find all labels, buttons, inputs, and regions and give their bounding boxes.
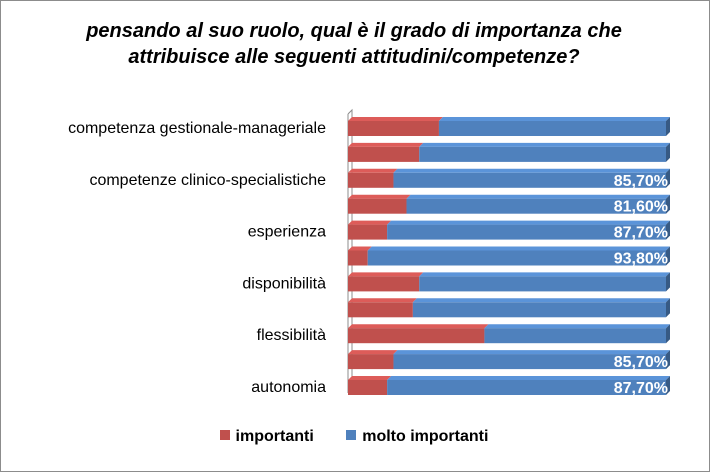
bar-side-4 bbox=[666, 220, 670, 240]
category-label-0: competenza gestionale-manageriale bbox=[68, 120, 326, 137]
bar-molto-importanti-6 bbox=[419, 276, 666, 292]
bar-top-1-10 bbox=[387, 376, 670, 380]
legend-swatch-importanti bbox=[219, 430, 230, 440]
bar-top-0-10 bbox=[348, 376, 392, 380]
bar-molto-importanti-9 bbox=[393, 354, 666, 370]
bar-side-5 bbox=[666, 246, 670, 266]
bar-top-1-3 bbox=[406, 194, 670, 199]
bar-top-1-2 bbox=[393, 168, 670, 173]
chart-title-line-2: attribuisce alle seguenti attitudini/com… bbox=[128, 46, 580, 68]
bar-top-0-4 bbox=[348, 220, 392, 225]
bar-top-1-1 bbox=[419, 142, 670, 147]
bar-top-0-3 bbox=[348, 194, 411, 199]
bar-importanti-7 bbox=[348, 302, 413, 318]
bar-top-1-7 bbox=[412, 298, 670, 303]
category-label-6: disponibilità bbox=[242, 275, 326, 292]
category-label-4: esperienza bbox=[248, 224, 326, 241]
bar-molto-importanti-8 bbox=[484, 328, 666, 344]
legend-label-molto-importanti: molto importanti bbox=[362, 428, 489, 445]
bar-side-7 bbox=[666, 298, 670, 318]
bar-top-1-6 bbox=[419, 272, 670, 277]
bar-top-0-8 bbox=[348, 324, 489, 329]
bar-side-0 bbox=[666, 117, 670, 136]
bar-side-10 bbox=[666, 376, 670, 395]
bar-importanti-0 bbox=[348, 121, 439, 136]
bar-importanti-1 bbox=[348, 146, 420, 162]
bar-molto-importanti-0 bbox=[438, 121, 666, 136]
bar-molto-importanti-7 bbox=[412, 302, 666, 318]
bar-importanti-10 bbox=[348, 380, 388, 395]
bar-importanti-3 bbox=[348, 198, 407, 214]
data-label-10: 87,70% bbox=[614, 380, 668, 397]
bar-importanti-9 bbox=[348, 354, 394, 370]
bar-top-0-1 bbox=[348, 142, 424, 147]
legend-label-importanti: importanti bbox=[235, 428, 314, 445]
category-label-8: flessibilità bbox=[257, 327, 326, 344]
bar-top-0-6 bbox=[348, 272, 424, 277]
legend-item-molto-importanti: molto importanti bbox=[346, 428, 488, 446]
chart-title-line-1: pensando al suo ruolo, qual è il grado d… bbox=[86, 20, 622, 42]
bar-molto-importanti-3 bbox=[406, 198, 666, 214]
bar-molto-importanti-10 bbox=[387, 380, 666, 395]
legend-item-importanti: importanti bbox=[219, 428, 314, 446]
chart-title: pensando al suo ruolo, qual è il grado d… bbox=[0, 18, 708, 70]
bar-side-2 bbox=[666, 168, 670, 188]
bar-top-0-7 bbox=[348, 298, 417, 303]
bar-molto-importanti-1 bbox=[419, 146, 666, 162]
bar-molto-importanti-5 bbox=[367, 250, 666, 266]
data-label-9: 85,70% bbox=[614, 354, 668, 371]
bar-importanti-2 bbox=[348, 172, 394, 188]
bar-importanti-4 bbox=[348, 224, 388, 240]
bar-molto-importanti-4 bbox=[387, 224, 666, 240]
bar-top-1-9 bbox=[393, 350, 670, 355]
data-label-3: 81,60% bbox=[614, 199, 668, 216]
bar-top-0-2 bbox=[348, 168, 398, 173]
data-label-2: 85,70% bbox=[614, 173, 668, 190]
bar-top-1-4 bbox=[387, 220, 670, 225]
bar-top-0-0 bbox=[348, 117, 443, 121]
bar-top-0-5 bbox=[348, 246, 372, 251]
category-label-2: competenze clinico-specialistiche bbox=[89, 172, 326, 189]
bar-side-8 bbox=[666, 324, 670, 344]
bar-molto-importanti-2 bbox=[393, 172, 666, 188]
data-label-5: 93,80% bbox=[614, 251, 668, 268]
bar-side-6 bbox=[666, 272, 670, 292]
legend: importanti molto importanti bbox=[0, 428, 708, 446]
bar-importanti-5 bbox=[348, 250, 368, 266]
bar-side-1 bbox=[666, 142, 670, 162]
data-label-4: 87,70% bbox=[614, 225, 668, 242]
bar-importanti-6 bbox=[348, 276, 420, 292]
bar-top-1-8 bbox=[484, 324, 670, 329]
bar-top-1-0 bbox=[438, 117, 670, 121]
category-label-10: autonomia bbox=[251, 379, 326, 396]
bar-importanti-8 bbox=[348, 328, 485, 344]
bar-top-0-9 bbox=[348, 350, 398, 355]
bar-side-3 bbox=[666, 194, 670, 214]
bar-top-1-5 bbox=[367, 246, 670, 251]
bar-side-9 bbox=[666, 350, 670, 370]
legend-swatch-molto-importanti bbox=[346, 430, 357, 440]
